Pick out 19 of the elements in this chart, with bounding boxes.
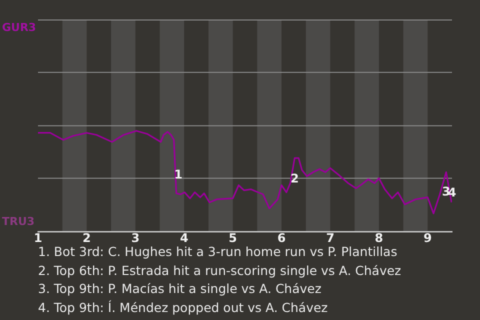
annotation: 3: [442, 184, 450, 198]
text: GUR3: [2, 21, 36, 34]
x-tick-label: 3: [131, 230, 140, 245]
annotation: 1: [174, 167, 182, 182]
text: 3. Top 9th: P. Macías hit a single vs A. Chávez: [38, 280, 322, 298]
text: TRU3: [2, 215, 35, 228]
annotation: 2: [290, 171, 299, 186]
x-tick-label: 4: [180, 230, 188, 245]
text: 2. Top 6th: P. Estrada hit a run-scoring single vs A. Chávez: [38, 262, 402, 280]
x-tick-label: 5: [228, 230, 238, 245]
text: 1. Bot 3rd: C. Hughes hit a 3-run home run vs P. Plantillas: [38, 243, 398, 261]
x-tick-label: 1: [34, 230, 42, 245]
x-tick-label: 8: [374, 230, 384, 245]
annotation: 4: [448, 185, 456, 200]
text: 4. Top 9th: Í. Méndez popped out vs A. Chávez: [38, 298, 329, 317]
x-tick-label: 9: [423, 230, 432, 245]
x-tick-label: 6: [277, 230, 286, 245]
x-tick-label: 2: [82, 230, 91, 245]
x-tick-label: 7: [326, 230, 334, 245]
